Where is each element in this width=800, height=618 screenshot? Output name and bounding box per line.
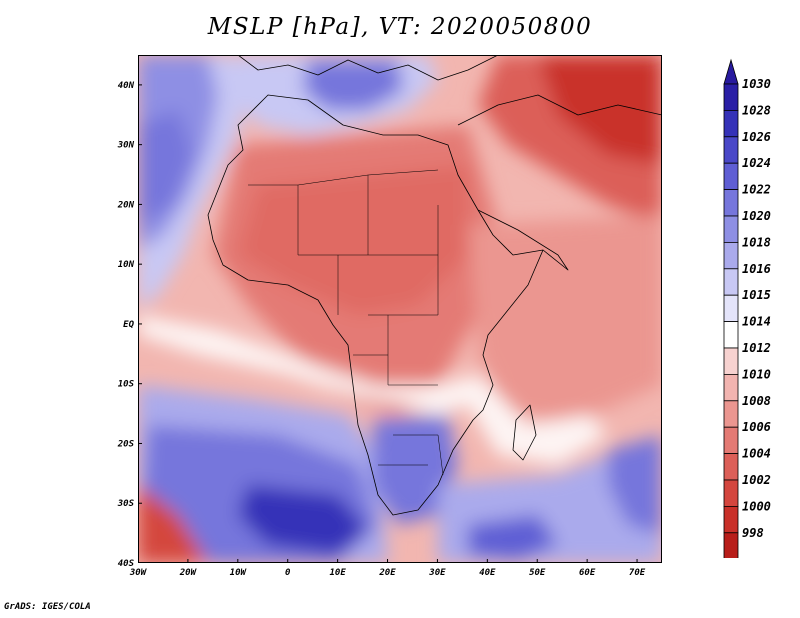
asia-coastline (457, 94, 662, 126)
colorbar-label: 1018 (742, 235, 771, 249)
colorbar-swatch (723, 110, 739, 138)
colorbar-label: 1020 (742, 209, 771, 223)
x-tick-label: 10E (329, 568, 346, 578)
colorbar-swatch (723, 505, 739, 534)
colorbar-label: 1028 (742, 103, 771, 117)
pressure-field (138, 55, 662, 563)
x-tick-label: 20W (179, 568, 198, 578)
footer-credit: GrADS: IGES/COLA (4, 602, 91, 612)
region-arabia-low-core (538, 55, 662, 165)
colorbar-label: 1022 (742, 183, 771, 197)
colorbar-label: 1004 (742, 447, 771, 461)
colorbar-swatch (723, 162, 739, 190)
y-tick-label: 40N (118, 81, 135, 91)
x-tick-label: 70E (629, 568, 646, 578)
colorbar-label: 1012 (742, 341, 771, 355)
colorbar-label: 1006 (742, 420, 771, 434)
region-mediterranean-high-core (303, 60, 403, 110)
x-tick-label: 20E (378, 568, 396, 578)
country-borders (248, 169, 444, 476)
x-tick-label: 40E (479, 568, 496, 578)
colorbar-swatch (723, 347, 739, 375)
region-atlantic-high-north-center (138, 110, 193, 225)
x-tick-label: 30W (129, 568, 148, 578)
y-tick-label: 20N (117, 200, 135, 210)
y-tick-label: 30N (117, 141, 135, 151)
y-tick-label: 40S (118, 559, 135, 569)
madagascar-coastline (512, 404, 537, 461)
map-border (138, 55, 662, 563)
colorbar: 1030 1028 1026 1024 1022 1020 1018 1016 1015 1014… (723, 58, 771, 558)
colorbar-swatch (723, 400, 739, 428)
arabia-coastline (477, 209, 569, 271)
colorbar-label: 1030 (742, 77, 771, 91)
region-south-indian-high-east (608, 435, 662, 535)
colorbar-swatch (723, 479, 739, 507)
colorbar-swatch (723, 373, 739, 402)
africa-coastline (207, 94, 544, 516)
colorbar-swatch (723, 189, 739, 217)
colorbar-label: 1026 (742, 130, 771, 144)
map-ticks (138, 84, 638, 563)
colorbar-swatch (723, 426, 739, 455)
colorbar-swatch (723, 453, 739, 481)
region-sahara-low-core (238, 165, 468, 315)
colorbar-swatch (723, 532, 739, 558)
colorbar-swatch (723, 294, 739, 322)
transition-band-south (138, 315, 608, 465)
colorbar-label: 1000 (742, 499, 771, 513)
y-tick-label: 10N (118, 260, 135, 270)
europe-coastline (237, 55, 499, 81)
colorbar-label: 1010 (742, 367, 771, 381)
region-southwest-low (138, 485, 208, 563)
mslp-map (138, 55, 662, 563)
colorbar-top-arrow (723, 58, 739, 85)
x-tick-label: 50E (529, 568, 546, 578)
colorbar-swatch (723, 321, 739, 349)
x-tick-label: 30E (428, 568, 446, 578)
region-south-indian-high-core (468, 515, 558, 560)
y-tick-label: 10S (118, 380, 135, 390)
region-southern-africa-high (373, 415, 458, 525)
map-title: MSLP [hPa], VT: 2020050800 (207, 14, 593, 40)
x-tick-label: 60E (579, 568, 596, 578)
region-south-atlantic-high-core (238, 485, 368, 555)
x-tick-label: 10W (230, 568, 248, 578)
region-indian-ocean (468, 215, 662, 425)
y-tick-label: 20S (117, 439, 135, 449)
colorbar-label: 1002 (742, 473, 771, 487)
colorbar-swatch (723, 136, 739, 164)
x-tick-label: 0 (285, 568, 291, 578)
colorbar-swatch (723, 83, 739, 111)
colorbar-label: 1016 (742, 262, 771, 276)
colorbar-label: 1014 (742, 315, 771, 329)
coastlines (207, 55, 662, 516)
colorbar-label: 998 (742, 526, 764, 540)
y-tick-label: EQ (123, 320, 134, 330)
y-tick-label: 30S (117, 499, 135, 509)
colorbar-swatch (723, 241, 739, 270)
colorbar-label: 1008 (742, 394, 771, 408)
colorbar-label: 1024 (742, 156, 771, 170)
colorbar-label: 1015 (742, 288, 771, 302)
colorbar-swatch (723, 215, 739, 243)
colorbar-swatch (723, 268, 739, 296)
